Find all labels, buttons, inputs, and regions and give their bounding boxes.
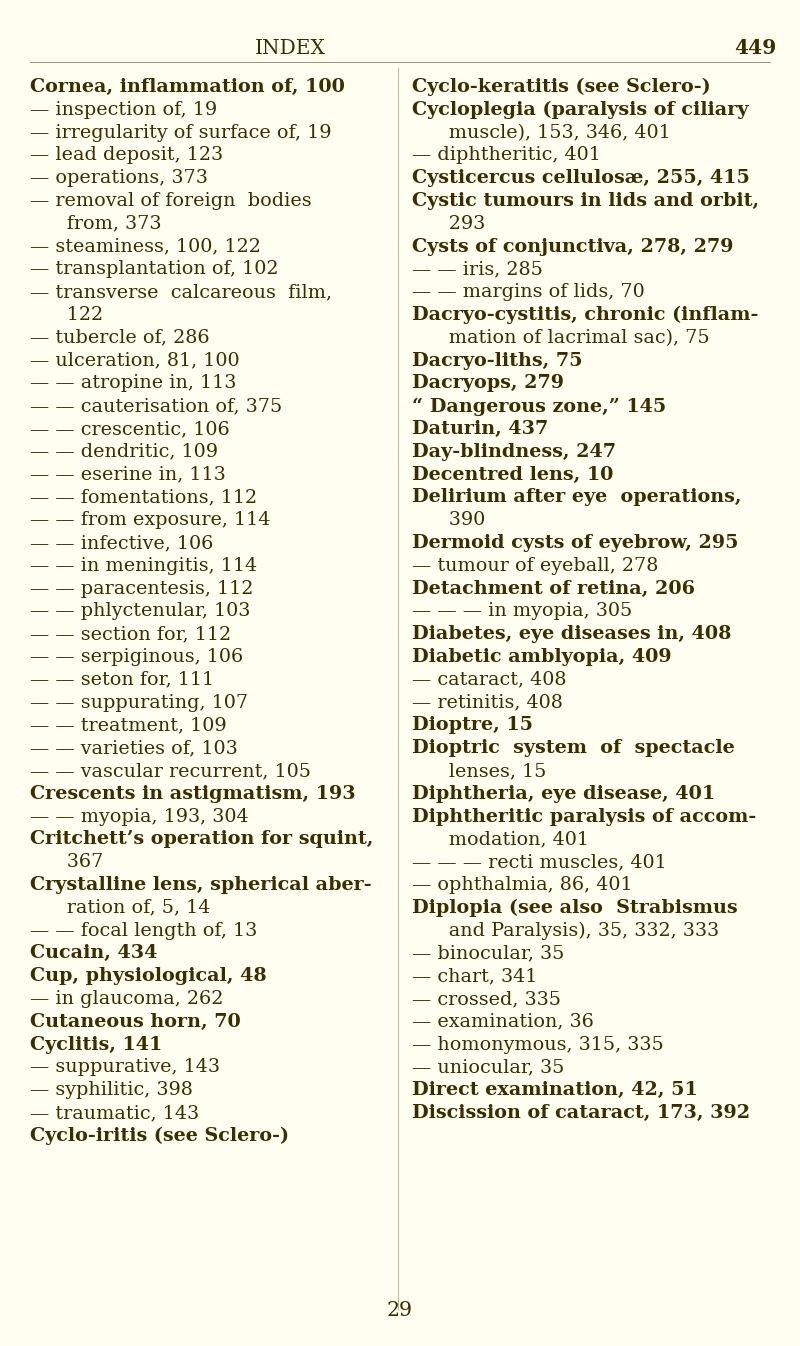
Text: — in glaucoma, 262: — in glaucoma, 262 (30, 991, 223, 1008)
Text: — transverse  calcareous  film,: — transverse calcareous film, (30, 283, 332, 302)
Text: — retinitis, 408: — retinitis, 408 (412, 693, 563, 712)
Text: 390: 390 (412, 511, 486, 529)
Text: Cyclitis, 141: Cyclitis, 141 (30, 1035, 162, 1054)
Text: ration of, 5, 14: ration of, 5, 14 (30, 899, 210, 917)
Text: Daturin, 437: Daturin, 437 (412, 420, 548, 437)
Text: — — iris, 285: — — iris, 285 (412, 260, 543, 279)
Text: INDEX: INDEX (254, 39, 326, 58)
Text: Detachment of retina, 206: Detachment of retina, 206 (412, 580, 695, 598)
Text: — suppurative, 143: — suppurative, 143 (30, 1058, 220, 1077)
Text: — — atropine in, 113: — — atropine in, 113 (30, 374, 236, 393)
Text: — lead deposit, 123: — lead deposit, 123 (30, 147, 223, 164)
Text: — irregularity of surface of, 19: — irregularity of surface of, 19 (30, 124, 331, 141)
Text: Dacryops, 279: Dacryops, 279 (412, 374, 564, 393)
Text: — diphtheritic, 401: — diphtheritic, 401 (412, 147, 601, 164)
Text: — chart, 341: — chart, 341 (412, 968, 538, 985)
Text: — — dendritic, 109: — — dendritic, 109 (30, 443, 218, 460)
Text: mation of lacrimal sac), 75: mation of lacrimal sac), 75 (412, 328, 710, 347)
Text: Dioptric  system  of  spectacle: Dioptric system of spectacle (412, 739, 734, 758)
Text: — — suppurating, 107: — — suppurating, 107 (30, 693, 248, 712)
Text: muscle), 153, 346, 401: muscle), 153, 346, 401 (412, 124, 670, 141)
Text: Diphtheritic paralysis of accom-: Diphtheritic paralysis of accom- (412, 808, 756, 825)
Text: 293: 293 (412, 215, 486, 233)
Text: — cataract, 408: — cataract, 408 (412, 670, 566, 689)
Text: Decentred lens, 10: Decentred lens, 10 (412, 466, 614, 483)
Text: Cystic tumours in lids and orbit,: Cystic tumours in lids and orbit, (412, 192, 759, 210)
Text: — — treatment, 109: — — treatment, 109 (30, 716, 226, 735)
Text: modation, 401: modation, 401 (412, 830, 589, 848)
Text: 29: 29 (387, 1300, 413, 1319)
Text: — — — in myopia, 305: — — — in myopia, 305 (412, 603, 632, 621)
Text: Cyclo-keratitis (see Sclero-): Cyclo-keratitis (see Sclero-) (412, 78, 710, 97)
Text: — — crescentic, 106: — — crescentic, 106 (30, 420, 230, 437)
Text: — — cauterisation of, 375: — — cauterisation of, 375 (30, 397, 282, 415)
Text: — traumatic, 143: — traumatic, 143 (30, 1104, 199, 1123)
Text: — ophthalmia, 86, 401: — ophthalmia, 86, 401 (412, 876, 633, 894)
Text: Diabetes, eye diseases in, 408: Diabetes, eye diseases in, 408 (412, 625, 731, 643)
Text: — — serpiginous, 106: — — serpiginous, 106 (30, 647, 243, 666)
Text: — transplantation of, 102: — transplantation of, 102 (30, 260, 278, 279)
Text: — — seton for, 111: — — seton for, 111 (30, 670, 214, 689)
Text: Discission of cataract, 173, 392: Discission of cataract, 173, 392 (412, 1104, 750, 1123)
Text: — binocular, 35: — binocular, 35 (412, 945, 564, 962)
Text: — — paracentesis, 112: — — paracentesis, 112 (30, 580, 254, 598)
Text: Cysticercus cellulosæ, 255, 415: Cysticercus cellulosæ, 255, 415 (412, 170, 750, 187)
Text: Cutaneous horn, 70: Cutaneous horn, 70 (30, 1012, 241, 1031)
Text: — — eserine in, 113: — — eserine in, 113 (30, 466, 226, 483)
Text: Dacryo-liths, 75: Dacryo-liths, 75 (412, 351, 582, 370)
Text: — — phlyctenular, 103: — — phlyctenular, 103 (30, 603, 250, 621)
Text: Crystalline lens, spherical aber-: Crystalline lens, spherical aber- (30, 876, 372, 894)
Text: — homonymous, 315, 335: — homonymous, 315, 335 (412, 1035, 664, 1054)
Text: — tumour of eyeball, 278: — tumour of eyeball, 278 (412, 557, 658, 575)
Text: and Paralysis), 35, 332, 333: and Paralysis), 35, 332, 333 (412, 922, 719, 940)
Text: — — — recti muscles, 401: — — — recti muscles, 401 (412, 853, 666, 871)
Text: Cup, physiological, 48: Cup, physiological, 48 (30, 968, 266, 985)
Text: Delirium after eye  operations,: Delirium after eye operations, (412, 489, 742, 506)
Text: “ Dangerous zone,” 145: “ Dangerous zone,” 145 (412, 397, 666, 416)
Text: — — in meningitis, 114: — — in meningitis, 114 (30, 557, 257, 575)
Text: Cornea, inflammation of, 100: Cornea, inflammation of, 100 (30, 78, 345, 96)
Text: lenses, 15: lenses, 15 (412, 762, 546, 779)
Text: — ulceration, 81, 100: — ulceration, 81, 100 (30, 351, 240, 370)
Text: Cysts of conjunctiva, 278, 279: Cysts of conjunctiva, 278, 279 (412, 238, 734, 256)
Text: Diphtheria, eye disease, 401: Diphtheria, eye disease, 401 (412, 785, 715, 802)
Text: — — section for, 112: — — section for, 112 (30, 625, 231, 643)
Text: — steaminess, 100, 122: — steaminess, 100, 122 (30, 238, 261, 256)
Text: — — varieties of, 103: — — varieties of, 103 (30, 739, 238, 758)
Text: Direct examination, 42, 51: Direct examination, 42, 51 (412, 1081, 698, 1100)
Text: — syphilitic, 398: — syphilitic, 398 (30, 1081, 193, 1100)
Text: 449: 449 (734, 38, 776, 58)
Text: — — infective, 106: — — infective, 106 (30, 534, 214, 552)
Text: — — myopia, 193, 304: — — myopia, 193, 304 (30, 808, 249, 825)
Text: — examination, 36: — examination, 36 (412, 1012, 594, 1031)
Text: Diplopia (see also  Strabismus: Diplopia (see also Strabismus (412, 899, 738, 917)
Text: Crescents in astigmatism, 193: Crescents in astigmatism, 193 (30, 785, 356, 802)
Text: 122: 122 (30, 306, 103, 324)
Text: — operations, 373: — operations, 373 (30, 170, 208, 187)
Text: Dermoid cysts of eyebrow, 295: Dermoid cysts of eyebrow, 295 (412, 534, 738, 552)
Text: — — margins of lids, 70: — — margins of lids, 70 (412, 283, 645, 302)
Text: — uniocular, 35: — uniocular, 35 (412, 1058, 564, 1077)
Text: Day-blindness, 247: Day-blindness, 247 (412, 443, 616, 460)
Text: — removal of foreign  bodies: — removal of foreign bodies (30, 192, 312, 210)
Text: — tubercle of, 286: — tubercle of, 286 (30, 328, 210, 347)
Text: Dioptre, 15: Dioptre, 15 (412, 716, 533, 735)
Text: Dacryo-cystitis, chronic (inflam-: Dacryo-cystitis, chronic (inflam- (412, 306, 758, 324)
Text: Cucain, 434: Cucain, 434 (30, 945, 158, 962)
Text: Cyclo-iritis (see Sclero-): Cyclo-iritis (see Sclero-) (30, 1127, 289, 1145)
Text: — — focal length of, 13: — — focal length of, 13 (30, 922, 258, 940)
Text: 367: 367 (30, 853, 103, 871)
Text: — — from exposure, 114: — — from exposure, 114 (30, 511, 270, 529)
Text: from, 373: from, 373 (30, 215, 162, 233)
Text: — inspection of, 19: — inspection of, 19 (30, 101, 217, 118)
Text: Cycloplegia (paralysis of ciliary: Cycloplegia (paralysis of ciliary (412, 101, 749, 118)
Text: — — fomentations, 112: — — fomentations, 112 (30, 489, 257, 506)
Text: Critchett’s operation for squint,: Critchett’s operation for squint, (30, 830, 374, 848)
Text: — crossed, 335: — crossed, 335 (412, 991, 561, 1008)
Text: Diabetic amblyopia, 409: Diabetic amblyopia, 409 (412, 647, 672, 666)
Text: — — vascular recurrent, 105: — — vascular recurrent, 105 (30, 762, 311, 779)
